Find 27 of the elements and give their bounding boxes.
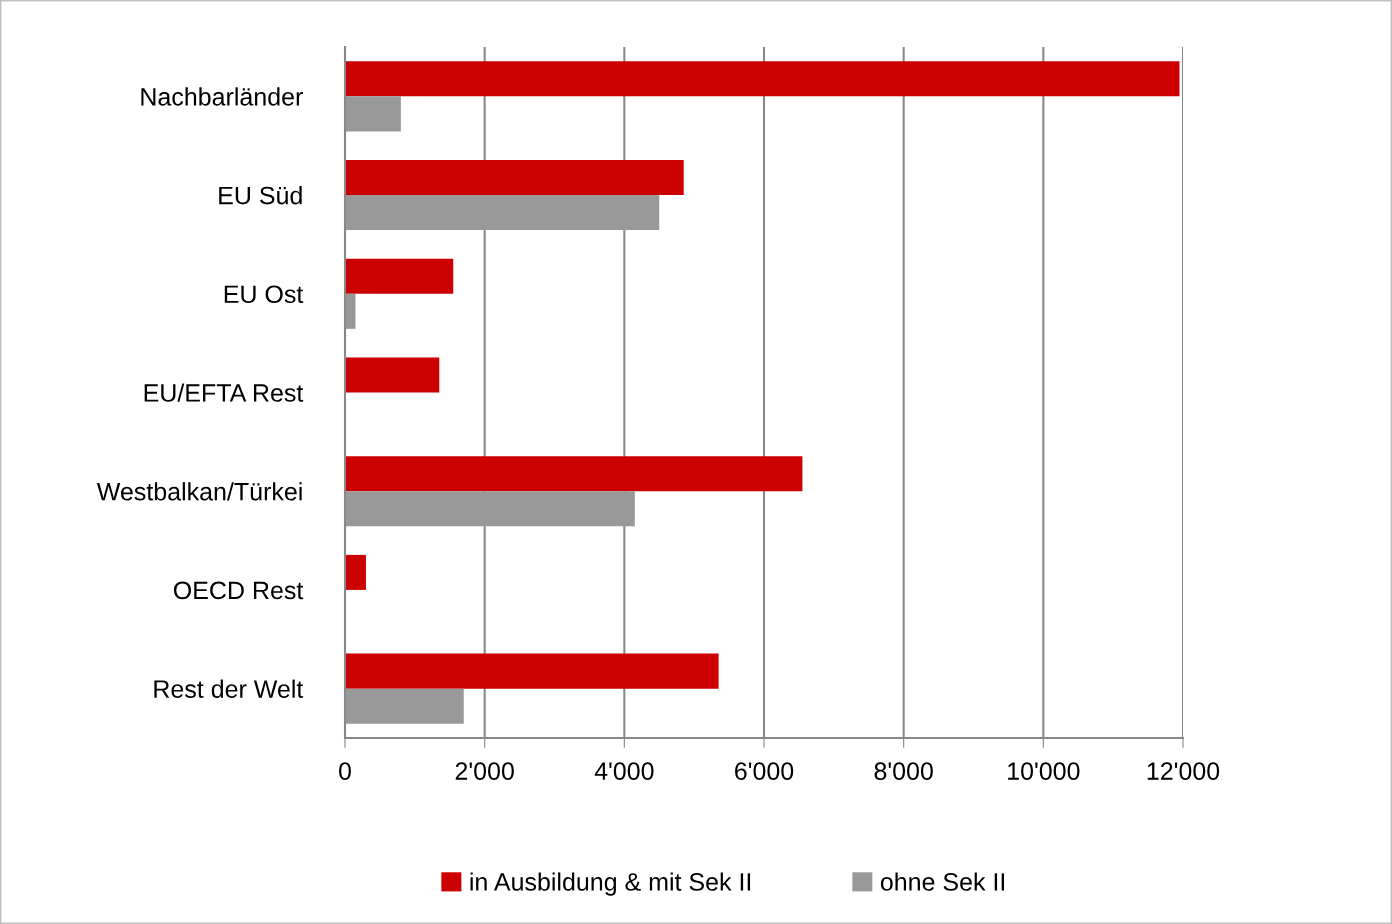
y-tick-label: EU Süd <box>219 186 302 205</box>
y-tick-label: Nachbarländer <box>141 87 303 106</box>
bar <box>345 61 1180 97</box>
bar <box>345 554 366 590</box>
bar <box>345 653 719 689</box>
x-tick-label: 0 <box>339 762 351 780</box>
legend-label: ohne Sek II <box>880 872 1005 891</box>
bar <box>345 456 803 492</box>
x-tick-label: 4'000 <box>594 762 654 780</box>
x-tick-label: 8'000 <box>874 762 933 780</box>
y-tick-label: OECD Rest <box>173 581 304 600</box>
x-tick-label: 12'000 <box>1147 762 1220 780</box>
bar <box>345 357 440 393</box>
bar <box>345 491 635 527</box>
y-tick-label: Rest der Welt <box>154 679 304 698</box>
y-tick-label: EU/EFTA Rest <box>144 383 304 402</box>
bar <box>345 160 684 196</box>
x-tick-label: 10'000 <box>1008 762 1080 780</box>
x-tick-label: 6'000 <box>735 762 794 780</box>
legend-label: in Ausbildung & mit Sek II <box>470 872 751 896</box>
bar <box>345 688 464 724</box>
x-tick-label: 2'000 <box>455 762 514 780</box>
bar <box>345 96 401 132</box>
bar <box>345 195 660 231</box>
y-tick-label: Westbalkan/Türkei <box>96 482 302 501</box>
bar <box>345 258 454 294</box>
y-tick-label: EU Ost <box>224 285 304 304</box>
